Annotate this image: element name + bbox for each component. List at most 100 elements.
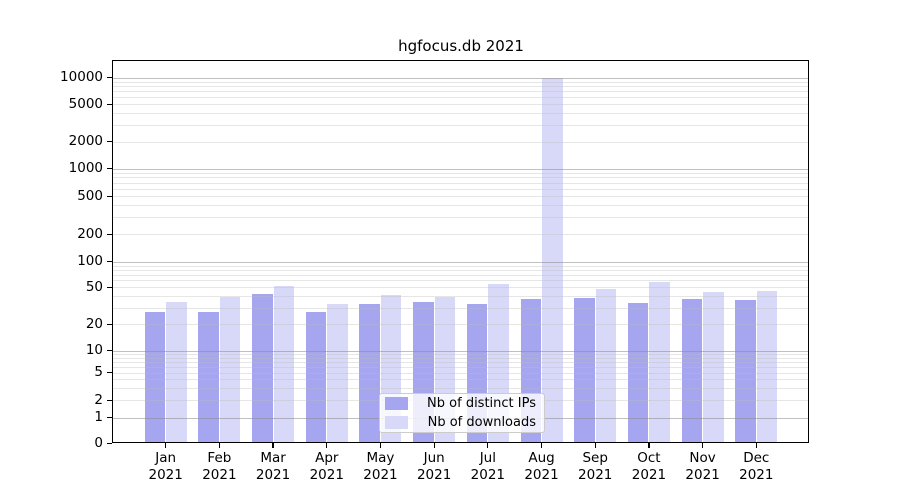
x-tick-mark-feb	[218, 443, 220, 448]
y-tick-label-0: 0	[94, 434, 103, 451]
bar-dec-distinct-ips	[735, 300, 756, 444]
x-tick-month: Apr	[315, 450, 339, 466]
x-tick-month: Jan	[155, 450, 177, 466]
legend-label-downloads: Nb of downloads	[427, 415, 536, 430]
gridline-major-10000	[113, 77, 808, 79]
y-tick-label-10000: 10000	[60, 69, 103, 85]
gridline-minor-9	[113, 353, 808, 355]
legend-item-distinct-ips: Nb of distinct IPs	[385, 396, 536, 411]
y-tick-label-500: 500	[77, 187, 103, 204]
x-tick-month: Nov	[689, 450, 716, 466]
x-tick-label-mar: Mar 2021	[238, 450, 308, 484]
x-tick-label-sep: Sep 2021	[560, 450, 630, 484]
y-tick-label-2: 2	[94, 391, 103, 408]
gridline-minor-7000	[113, 91, 808, 93]
x-tick-mark-jun	[433, 443, 435, 448]
bar-jan-distinct-ips	[144, 312, 166, 444]
bar-may-distinct-ips	[359, 303, 380, 444]
x-tick-mark-dec	[755, 443, 757, 448]
bar-apr-distinct-ips	[305, 312, 327, 444]
x-tick-mark-may	[379, 443, 382, 448]
y-tick-mark-1	[107, 417, 112, 419]
gridline-minor-7	[113, 361, 808, 363]
x-tick-label-may: May 2021	[345, 450, 415, 484]
bar-oct-downloads	[649, 281, 670, 444]
gridline-minor-800	[113, 177, 808, 179]
y-tick-mark-100	[107, 261, 112, 263]
bar-oct-distinct-ips	[627, 302, 649, 444]
gridline-minor-5000	[113, 104, 808, 105]
y-tick-label-200: 200	[77, 225, 103, 242]
x-tick-year: 2021	[148, 467, 183, 483]
x-tick-label-dec: Dec 2021	[721, 450, 791, 484]
bar-feb-downloads	[219, 297, 241, 444]
gridline-minor-50	[113, 287, 808, 288]
x-tick-mark-nov	[702, 443, 704, 448]
gridline-minor-9000	[113, 81, 808, 83]
x-tick-year: 2021	[363, 467, 398, 483]
legend-label-distinct-ips: Nb of distinct IPs	[427, 396, 536, 411]
bar-apr-downloads	[327, 303, 348, 444]
x-tick-mark-oct	[648, 443, 650, 448]
bar-feb-distinct-ips	[198, 312, 219, 444]
y-tick-mark-10000	[107, 77, 112, 79]
bar-mar-distinct-ips	[252, 294, 273, 444]
x-tick-label-jul: Jul 2021	[453, 450, 523, 484]
gridline-minor-70	[113, 274, 808, 276]
y-tick-label-5000: 5000	[68, 95, 103, 112]
gridline-minor-2000	[113, 141, 808, 143]
gridline-minor-5	[113, 372, 808, 374]
x-tick-year: 2021	[309, 467, 344, 483]
gridline-minor-400	[113, 205, 808, 207]
gridline-minor-30	[113, 307, 808, 309]
y-tick-label-10: 10	[85, 342, 103, 358]
gridline-major-10	[113, 350, 808, 352]
y-tick-label-50: 50	[85, 278, 103, 295]
gridline-minor-20	[113, 324, 808, 326]
y-tick-mark-50	[107, 286, 112, 288]
gridline-minor-200	[113, 234, 808, 235]
gridline-minor-3	[113, 387, 808, 389]
x-tick-year: 2021	[524, 467, 559, 483]
x-tick-mark-apr	[326, 443, 328, 448]
y-tick-mark-500	[107, 195, 112, 197]
legend-swatch-distinct-ips-icon	[385, 397, 408, 410]
x-tick-month: Mar	[260, 450, 286, 466]
y-tick-mark-10	[107, 350, 112, 352]
gridline-minor-300	[113, 217, 808, 219]
gridline-minor-6	[113, 366, 808, 368]
x-tick-year: 2021	[578, 467, 613, 483]
x-tick-month: Sep	[582, 450, 608, 466]
gridline-minor-500	[113, 196, 808, 197]
gridline-minor-3000	[113, 124, 808, 126]
x-tick-year: 2021	[202, 467, 237, 483]
y-tick-mark-1000	[107, 168, 112, 170]
gridline-minor-6000	[113, 97, 808, 99]
bar-mar-downloads	[273, 285, 295, 444]
x-tick-month: Aug	[528, 450, 555, 466]
x-tick-year: 2021	[416, 467, 452, 483]
gridline-minor-40	[113, 296, 808, 298]
y-tick-label-1: 1	[94, 409, 103, 425]
y-tick-label-1000: 1000	[68, 160, 103, 176]
gridline-minor-80	[113, 269, 808, 271]
legend-item-downloads: Nb of downloads	[385, 415, 536, 430]
bar-sep-distinct-ips	[574, 298, 595, 444]
x-tick-mark-sep	[594, 443, 596, 448]
bar-jan-downloads	[166, 301, 187, 444]
y-tick-mark-20	[107, 323, 112, 325]
x-tick-month: Jun	[423, 450, 445, 466]
x-tick-month: Jul	[479, 450, 496, 466]
x-tick-year: 2021	[470, 467, 506, 483]
x-tick-month: Feb	[207, 450, 232, 466]
y-tick-mark-2	[107, 399, 112, 401]
x-tick-mark-jul	[487, 443, 489, 448]
x-tick-label-jun: Jun 2021	[399, 450, 469, 484]
x-tick-label-aug: Aug 2021	[507, 450, 577, 484]
y-tick-mark-200	[107, 233, 112, 235]
gridline-major-100	[113, 261, 808, 263]
chart-title: hgfocus.db 2021	[398, 37, 524, 55]
y-tick-mark-2000	[107, 141, 112, 143]
y-tick-mark-0	[107, 442, 112, 444]
